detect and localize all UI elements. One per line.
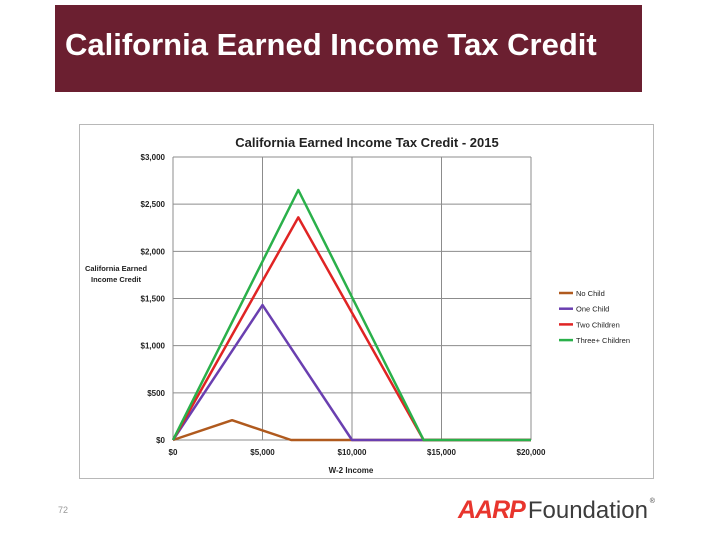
y-tick-label: $500 [147, 389, 165, 398]
legend-label: One Child [576, 305, 609, 314]
y-tick-label: $1,500 [141, 295, 166, 304]
slide-title: California Earned Income Tax Credit [65, 27, 597, 62]
line-chart: California Earned Income Tax Credit - 20… [85, 135, 630, 475]
y-tick-label: $0 [156, 436, 165, 445]
legend-label: Three+ Children [576, 336, 630, 345]
aarp-foundation-logo: AARP Foundation ® [458, 496, 655, 526]
logo-mark: AARP [458, 496, 526, 524]
logo-registered-mark: ® [649, 498, 655, 505]
page-number: 72 [58, 505, 69, 515]
chart-container: California Earned Income Tax Credit - 20… [79, 124, 654, 479]
x-tick-label: $10,000 [338, 448, 367, 457]
x-tick-label: $5,000 [250, 448, 275, 457]
x-tick-label: $0 [169, 448, 178, 457]
y-tick-label: $1,000 [141, 342, 166, 351]
legend-label: Two Children [576, 320, 620, 329]
y-tick-label: $3,000 [141, 153, 166, 162]
chart-title: California Earned Income Tax Credit - 20… [235, 135, 498, 150]
series-line-three-children [171, 188, 531, 442]
y-axis-label-line-2: Income Credit [91, 275, 142, 284]
y-tick-label: $2,500 [141, 200, 166, 209]
x-axis-label: W-2 Income [329, 466, 374, 475]
y-axis-label-line-1: California Earned [85, 264, 148, 273]
x-tick-label: $20,000 [517, 448, 546, 457]
y-tick-label: $2,000 [141, 247, 166, 256]
x-tick-label: $15,000 [427, 448, 456, 457]
logo-name: Foundation [527, 496, 648, 524]
legend-label: No Child [576, 289, 605, 298]
title-banner: California Earned Income Tax Credit [55, 5, 642, 92]
